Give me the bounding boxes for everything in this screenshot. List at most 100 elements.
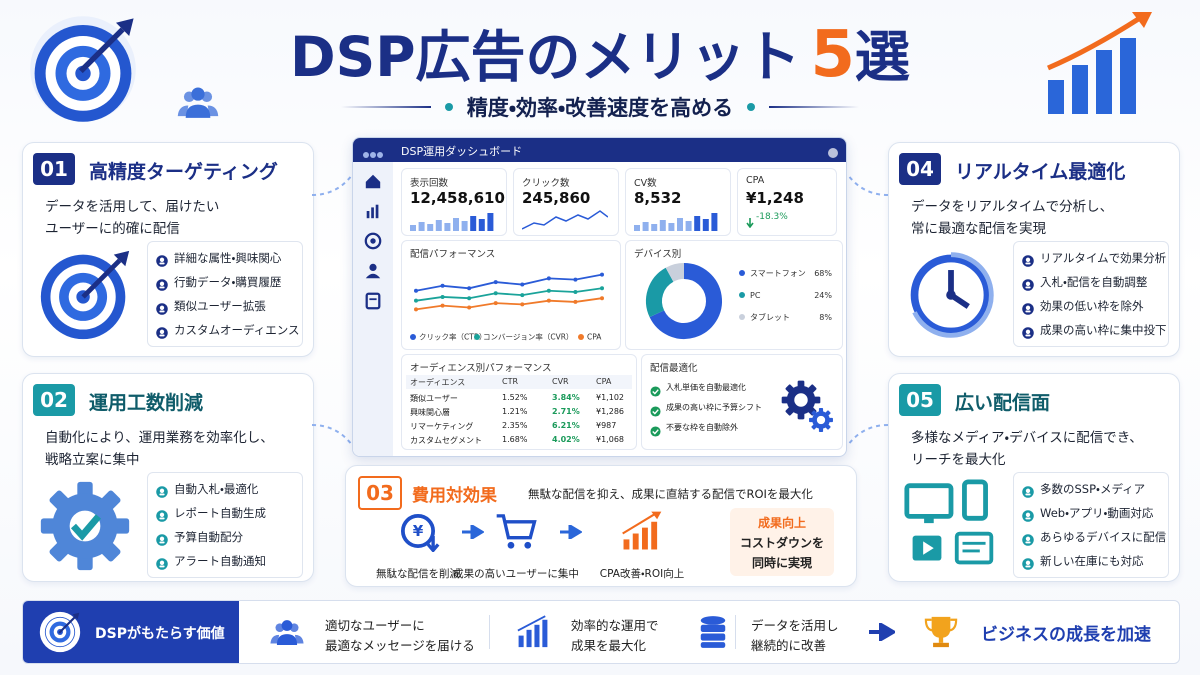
icon <box>622 511 662 550</box>
legend-label: CPA <box>587 333 602 342</box>
step-arrow <box>560 523 583 541</box>
icon-part <box>652 409 659 415</box>
dashboard-title: DSP運用ダッシュボード <box>401 145 523 158</box>
table-header: CVR <box>552 377 569 386</box>
icon-part <box>1120 38 1136 114</box>
icon-part <box>1025 488 1031 493</box>
legend-label: PC <box>750 291 761 300</box>
icon-part <box>159 305 165 310</box>
dashboard-panel: クリック数 245,860 <box>513 168 619 236</box>
icon-part <box>622 513 656 535</box>
icon-part <box>58 616 76 634</box>
list-icon <box>1022 324 1034 339</box>
legend-label: スマートフォン <box>750 269 806 278</box>
card-number: 05 <box>899 384 941 416</box>
legend-swatch <box>578 334 584 340</box>
data-point <box>414 307 418 312</box>
card-title: 広い配信面 <box>955 392 1051 414</box>
icon-part <box>1096 50 1112 114</box>
icon <box>40 481 130 571</box>
table-cell: 興味関心層 <box>410 408 450 417</box>
icon-part <box>702 219 709 231</box>
table-cell: 4.02% <box>552 435 580 444</box>
icon-part <box>159 334 165 337</box>
feature-list: リアルタイムで効果分析 入札・配信を自動調整 効果の低い枠を除外 成果の高い枠に集中投… <box>1013 241 1169 347</box>
icon-part <box>191 87 205 101</box>
icon-part <box>444 223 451 231</box>
feature-card: 03 費用対効果 無駄な配信を抑え、成果に直結する配信でROIを最大化 ¥ 無駄な配信を… <box>345 465 857 587</box>
dashboard-panel: 配信パフォーマンス クリック率（CTR） コンバージョン率（CVR） CPA <box>401 240 621 350</box>
legend-label: クリック率（CTR） <box>419 333 487 342</box>
icon-part <box>1025 334 1031 337</box>
gear-icon <box>808 407 834 433</box>
icon-part <box>159 281 165 286</box>
list-item: 成果の高い枠に集中投下 <box>1040 323 1167 337</box>
subtitle-rule <box>340 106 431 108</box>
icon <box>496 514 537 549</box>
step-label: CPA改善・ROI向上 <box>599 568 685 580</box>
icon-part <box>642 527 648 550</box>
icon <box>560 523 583 541</box>
title-main: DSP広告のメリット <box>289 25 801 89</box>
icon-part <box>70 514 102 541</box>
header-target-icon <box>28 14 138 124</box>
dashboard-panel: デバイス別 スマートフォン 68% PC 24% タブレット 8% <box>625 240 843 350</box>
list-icon <box>1022 276 1034 291</box>
step-icon <box>620 510 664 552</box>
icon-part <box>623 539 630 550</box>
dashboard-header: DSP運用ダッシュボード <box>353 138 846 162</box>
value-banner: DSPがもたらす価値 適切なユーザーに 最適なメッセージを届ける 効率的な運用で 成果を… <box>22 600 1180 664</box>
icon <box>910 252 994 338</box>
list-icon <box>156 300 168 315</box>
optimization-item: 不要な枠を自動除外 <box>666 423 738 432</box>
icon <box>156 486 168 498</box>
list-item: 入札・配信を自動調整 <box>1040 275 1148 289</box>
sidebar-icon <box>364 172 382 190</box>
icon <box>1022 327 1034 339</box>
data-point <box>546 298 551 303</box>
dashboard-panel: 表示回数 12,458,610 <box>401 168 507 236</box>
icon-part <box>462 523 485 541</box>
data-point <box>520 293 525 298</box>
icon <box>869 621 897 643</box>
check-icon <box>650 382 661 397</box>
data-point <box>467 296 472 301</box>
icon <box>781 380 821 420</box>
icon-part <box>461 221 468 231</box>
icon-part <box>365 273 381 279</box>
banner-text: 効率的な運用で <box>571 618 659 633</box>
data-point <box>467 305 472 310</box>
icon <box>1022 534 1034 546</box>
list-icon <box>1022 483 1034 498</box>
series-line <box>415 273 603 292</box>
banner-icon <box>39 611 81 653</box>
data-point <box>440 303 445 308</box>
banner-arrow <box>869 621 897 643</box>
icon-part <box>1025 517 1031 520</box>
feature-card: 04 リアルタイム最適化 データをリアルタイムで分析し、 常に最適な配信を実現 リアルタ… <box>888 142 1180 357</box>
icon <box>847 424 889 446</box>
icon <box>746 218 754 229</box>
icon-part <box>962 479 988 521</box>
kpi-sparkline <box>521 209 609 231</box>
legend-label: コンバージョン率（CVR） <box>483 333 573 342</box>
icon-part <box>746 218 754 229</box>
data-point <box>546 276 551 281</box>
icon <box>517 615 548 648</box>
card-desc: 常に最適な配信を実現 <box>911 221 1046 237</box>
step-label: 無駄な配信を削減 <box>376 568 460 580</box>
icon-part <box>869 621 897 643</box>
icon-part <box>159 512 165 517</box>
card-illustration <box>901 478 1001 574</box>
icon-part <box>363 152 369 158</box>
icon-part <box>923 541 934 555</box>
table-header: CPA <box>596 377 612 386</box>
icon <box>650 426 661 437</box>
icon-part <box>370 238 376 244</box>
icon <box>156 303 168 315</box>
icon-part <box>369 263 377 271</box>
data-point <box>493 280 498 285</box>
line-chart: クリック率（CTR）コンバージョン率（CVR） CPA <box>410 272 604 342</box>
feature-list: 多数のSSP・メディア Web・アプリ・動画対応 あらゆるデバイスに配信 新しい在庫に… <box>1013 472 1169 578</box>
